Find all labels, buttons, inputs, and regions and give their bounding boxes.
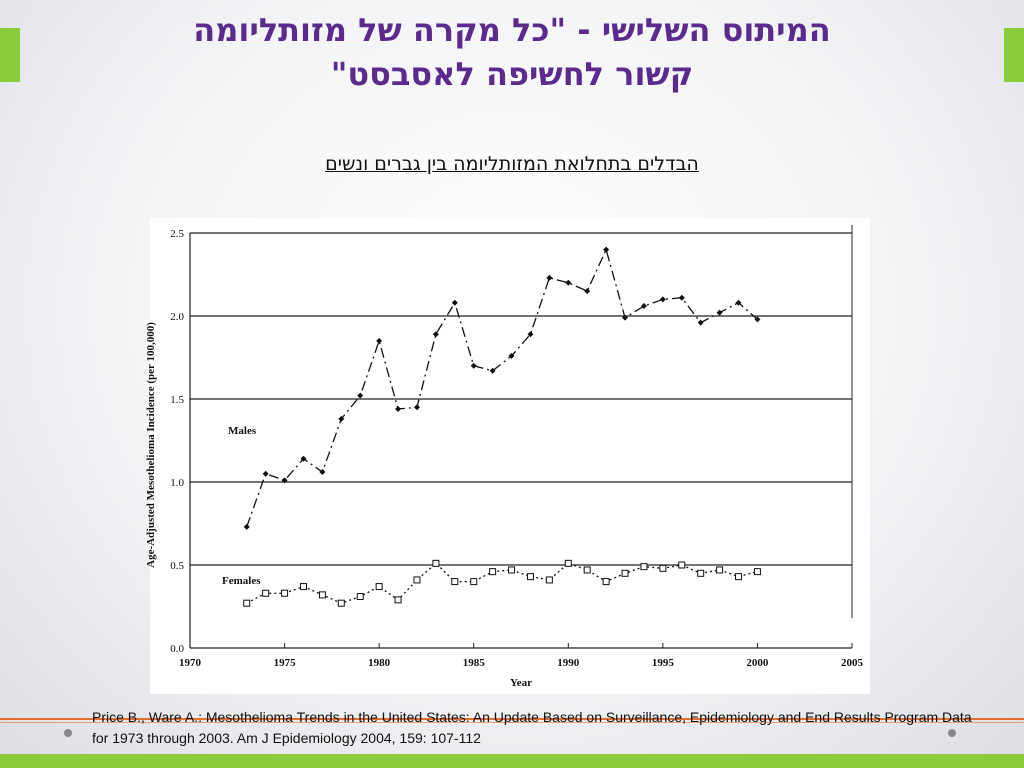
accent-bar xyxy=(0,28,20,82)
series-label: Females xyxy=(222,575,261,587)
series-line xyxy=(246,247,758,528)
marker xyxy=(527,331,534,338)
x-axis-label: Year xyxy=(510,677,532,689)
marker xyxy=(545,576,553,584)
marker xyxy=(470,362,477,369)
marker xyxy=(432,559,440,567)
marker xyxy=(451,299,458,306)
marker xyxy=(318,591,326,599)
marker xyxy=(300,455,307,462)
marker xyxy=(659,296,666,303)
x-tick-label: 1975 xyxy=(274,657,297,669)
marker xyxy=(697,319,704,326)
marker xyxy=(357,392,364,399)
marker xyxy=(602,578,610,586)
marker xyxy=(621,569,629,577)
citation: Price B., Ware A.: Mesothelioma Trends i… xyxy=(92,709,972,746)
marker xyxy=(564,559,572,567)
x-tick-label: 1970 xyxy=(179,657,202,669)
marker xyxy=(376,337,383,344)
marker xyxy=(299,583,307,591)
x-tick-label: 2000 xyxy=(746,657,769,669)
marker xyxy=(262,589,270,597)
subtitle: הבדלים בתחלואת המזותליומה בין גברים ונשי… xyxy=(325,153,699,175)
series-line xyxy=(246,562,758,604)
y-axis-label: Age-Adjusted Mesothelioma Incidence (per… xyxy=(145,322,157,568)
marker xyxy=(735,573,743,581)
dot xyxy=(948,729,956,737)
marker xyxy=(565,279,572,286)
marker xyxy=(508,566,516,574)
marker xyxy=(640,563,648,571)
marker xyxy=(262,470,269,477)
marker xyxy=(489,568,497,576)
marker xyxy=(413,404,420,411)
marker xyxy=(678,294,685,301)
marker xyxy=(470,578,478,586)
marker xyxy=(583,566,591,574)
marker xyxy=(489,367,496,374)
marker xyxy=(432,331,439,338)
marker xyxy=(356,593,364,601)
divider xyxy=(0,722,1024,723)
marker xyxy=(753,568,761,576)
dot xyxy=(64,729,72,737)
marker xyxy=(375,583,383,591)
marker xyxy=(508,352,515,359)
marker xyxy=(584,288,591,295)
marker xyxy=(281,589,289,597)
y-tick-label: 2.5 xyxy=(170,228,184,240)
marker xyxy=(716,309,723,316)
marker xyxy=(640,303,647,310)
y-tick-label: 0.5 xyxy=(170,560,184,572)
title-line: המיתוס השלישי - "כל מקרה של מזותליומה xyxy=(193,11,831,49)
marker xyxy=(526,573,534,581)
marker xyxy=(754,316,761,323)
chart-background xyxy=(150,218,870,694)
marker xyxy=(735,299,742,306)
accent-bar xyxy=(1004,28,1024,82)
x-tick-label: 1985 xyxy=(463,657,486,669)
footer-bar xyxy=(0,754,1024,768)
marker xyxy=(395,405,402,412)
y-tick-label: 1.0 xyxy=(170,477,184,489)
marker xyxy=(281,477,288,484)
series-label: Males xyxy=(228,425,257,437)
y-tick-label: 1.5 xyxy=(170,394,184,406)
marker xyxy=(243,523,250,530)
x-tick-label: 2005 xyxy=(841,657,864,669)
x-tick-label: 1990 xyxy=(557,657,580,669)
marker xyxy=(451,578,459,586)
marker xyxy=(338,415,345,422)
marker xyxy=(394,596,402,604)
title-line: קשור לחשיפה לאסבסט" xyxy=(330,55,694,93)
marker xyxy=(319,469,326,476)
marker xyxy=(243,599,251,607)
x-tick-label: 1995 xyxy=(652,657,675,669)
marker xyxy=(697,569,705,577)
y-tick-label: 0.0 xyxy=(170,643,184,655)
marker xyxy=(678,561,686,569)
marker xyxy=(603,246,610,253)
marker xyxy=(716,566,724,574)
marker xyxy=(622,314,629,321)
title: המיתוס השלישי - "כל מקרה של מזותליומה קש… xyxy=(60,8,964,96)
marker xyxy=(413,576,421,584)
divider xyxy=(0,718,1024,720)
x-tick-label: 1980 xyxy=(368,657,391,669)
marker xyxy=(659,564,667,572)
marker xyxy=(337,599,345,607)
marker xyxy=(546,274,553,281)
y-tick-label: 2.0 xyxy=(170,311,184,323)
